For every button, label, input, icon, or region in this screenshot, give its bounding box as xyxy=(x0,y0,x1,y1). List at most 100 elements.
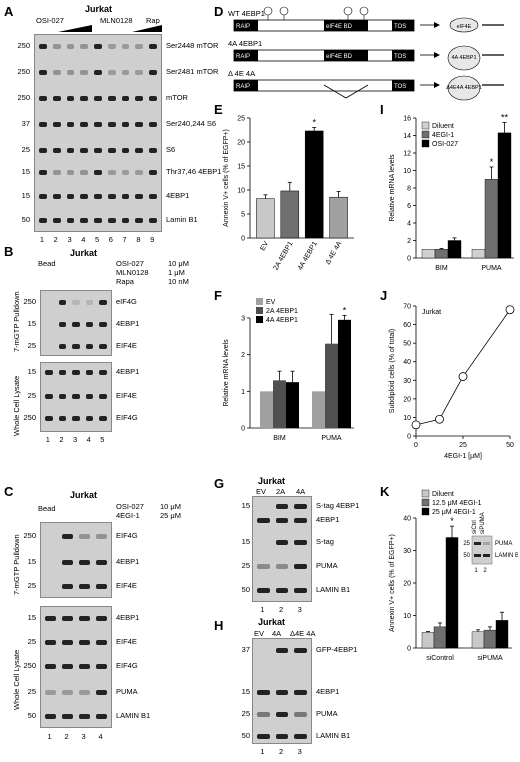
y-tick-label: 4 xyxy=(407,221,411,228)
construct-bar xyxy=(233,79,415,92)
band xyxy=(79,616,90,621)
x-tick-label: PUMA xyxy=(321,435,342,442)
band xyxy=(45,714,56,719)
complex-label: 4A 4EBP1 xyxy=(451,55,476,61)
chart-e: 0 5 10 15 20 25 Annexin V+ cells (% of EGFP+) E… xyxy=(223,116,354,272)
phospho-site-icon xyxy=(359,6,369,16)
band xyxy=(79,640,90,645)
bar xyxy=(484,179,499,259)
domain-label: RAIP xyxy=(236,84,250,90)
band xyxy=(483,542,490,545)
band xyxy=(257,588,270,593)
mw-marker: 25 xyxy=(27,341,36,350)
band xyxy=(99,416,107,421)
band xyxy=(52,70,61,75)
band-label: EIF4E xyxy=(116,391,137,400)
mw-marker: 37 xyxy=(21,119,30,128)
mw-marker: 50 xyxy=(241,585,250,594)
band xyxy=(294,504,307,509)
y-tick-label: 30 xyxy=(403,378,411,385)
data-point xyxy=(411,420,421,430)
band xyxy=(45,690,56,695)
band xyxy=(85,322,94,327)
band-label: PUMA xyxy=(316,561,338,570)
y-tick-label: 3 xyxy=(241,316,245,323)
arrow-head xyxy=(434,82,440,88)
bar xyxy=(471,631,485,649)
band-label: 4EBP1 xyxy=(166,191,190,200)
condition-name: 4EGI-1 xyxy=(116,511,140,520)
legend-swatch xyxy=(256,316,263,323)
band xyxy=(80,194,89,199)
x-tick-label: EV xyxy=(259,240,270,252)
band xyxy=(94,218,102,223)
band xyxy=(39,218,47,223)
band xyxy=(96,584,107,589)
band xyxy=(294,690,307,695)
panel-letter-j: J xyxy=(380,288,388,303)
band xyxy=(80,170,89,175)
bar xyxy=(304,130,324,239)
y-tick-label: 0 xyxy=(407,256,411,263)
lane-number: 8 xyxy=(136,235,141,244)
lane-number: 2 xyxy=(483,568,487,574)
panel-letter-f: F xyxy=(214,288,222,303)
lane-number: 3 xyxy=(297,747,302,756)
band-label: EIF4G xyxy=(116,531,138,540)
band xyxy=(99,394,107,399)
treatment-label: OSI-027 xyxy=(36,16,64,25)
lane-label: EV xyxy=(254,629,265,638)
mw-marker: 25 xyxy=(27,687,36,696)
y-tick-label: 8 xyxy=(407,186,411,193)
band xyxy=(294,540,307,545)
y-axis-label: Relative mRNA levels xyxy=(223,339,230,407)
band xyxy=(107,44,116,49)
band xyxy=(45,640,56,645)
band xyxy=(66,122,75,127)
band xyxy=(99,322,107,327)
band-label: 4EBP1 xyxy=(116,557,140,566)
lane-label: 4A xyxy=(272,629,282,638)
lane-number: 4 xyxy=(81,235,86,244)
x-tick-label: 2A 4EBP1 xyxy=(273,240,295,271)
bar xyxy=(338,319,351,428)
lane-number: 1 xyxy=(45,435,50,444)
legend-swatch xyxy=(256,307,263,314)
band xyxy=(39,44,47,49)
series-line xyxy=(415,309,511,426)
band xyxy=(66,96,75,101)
x-tick-label: 0 xyxy=(414,442,418,449)
band xyxy=(275,734,289,739)
phospho-site-icon xyxy=(279,6,289,16)
bar xyxy=(445,537,459,649)
bar xyxy=(286,382,299,428)
band xyxy=(79,714,90,719)
band xyxy=(275,588,289,593)
domain-label: RAIP xyxy=(236,24,250,30)
x-tick-label: PUMA xyxy=(481,265,502,272)
lane-number: 4 xyxy=(98,732,103,741)
band xyxy=(96,640,107,645)
y-tick-label: 20 xyxy=(403,581,411,588)
section-label: Whole Cell Lysate xyxy=(12,649,21,710)
lane-number: 3 xyxy=(81,732,86,741)
band xyxy=(39,70,47,75)
band xyxy=(96,616,107,621)
tos-domain xyxy=(392,20,414,31)
band xyxy=(96,560,107,565)
band xyxy=(52,170,61,175)
bar xyxy=(471,249,486,259)
bar xyxy=(312,391,325,428)
lane-number: 3 xyxy=(67,235,72,244)
deletion-line xyxy=(323,84,369,99)
band-label: GFP-4EBP1 xyxy=(316,645,358,654)
construct-diagram: WT 4EBP1 RAIP eIF4E BD TOS eIF4E 4A 4EBP1 RAIP… xyxy=(228,6,504,101)
x-tick-label: 50 xyxy=(506,442,514,449)
significance-marker: * xyxy=(450,516,454,526)
mw-marker: 250 xyxy=(23,413,36,422)
y-tick-label: 40 xyxy=(403,516,411,523)
domain-label: TOS xyxy=(394,54,406,60)
band xyxy=(80,148,89,153)
legend-swatch xyxy=(421,498,430,507)
band-label: LAMIN B1 xyxy=(316,585,351,594)
